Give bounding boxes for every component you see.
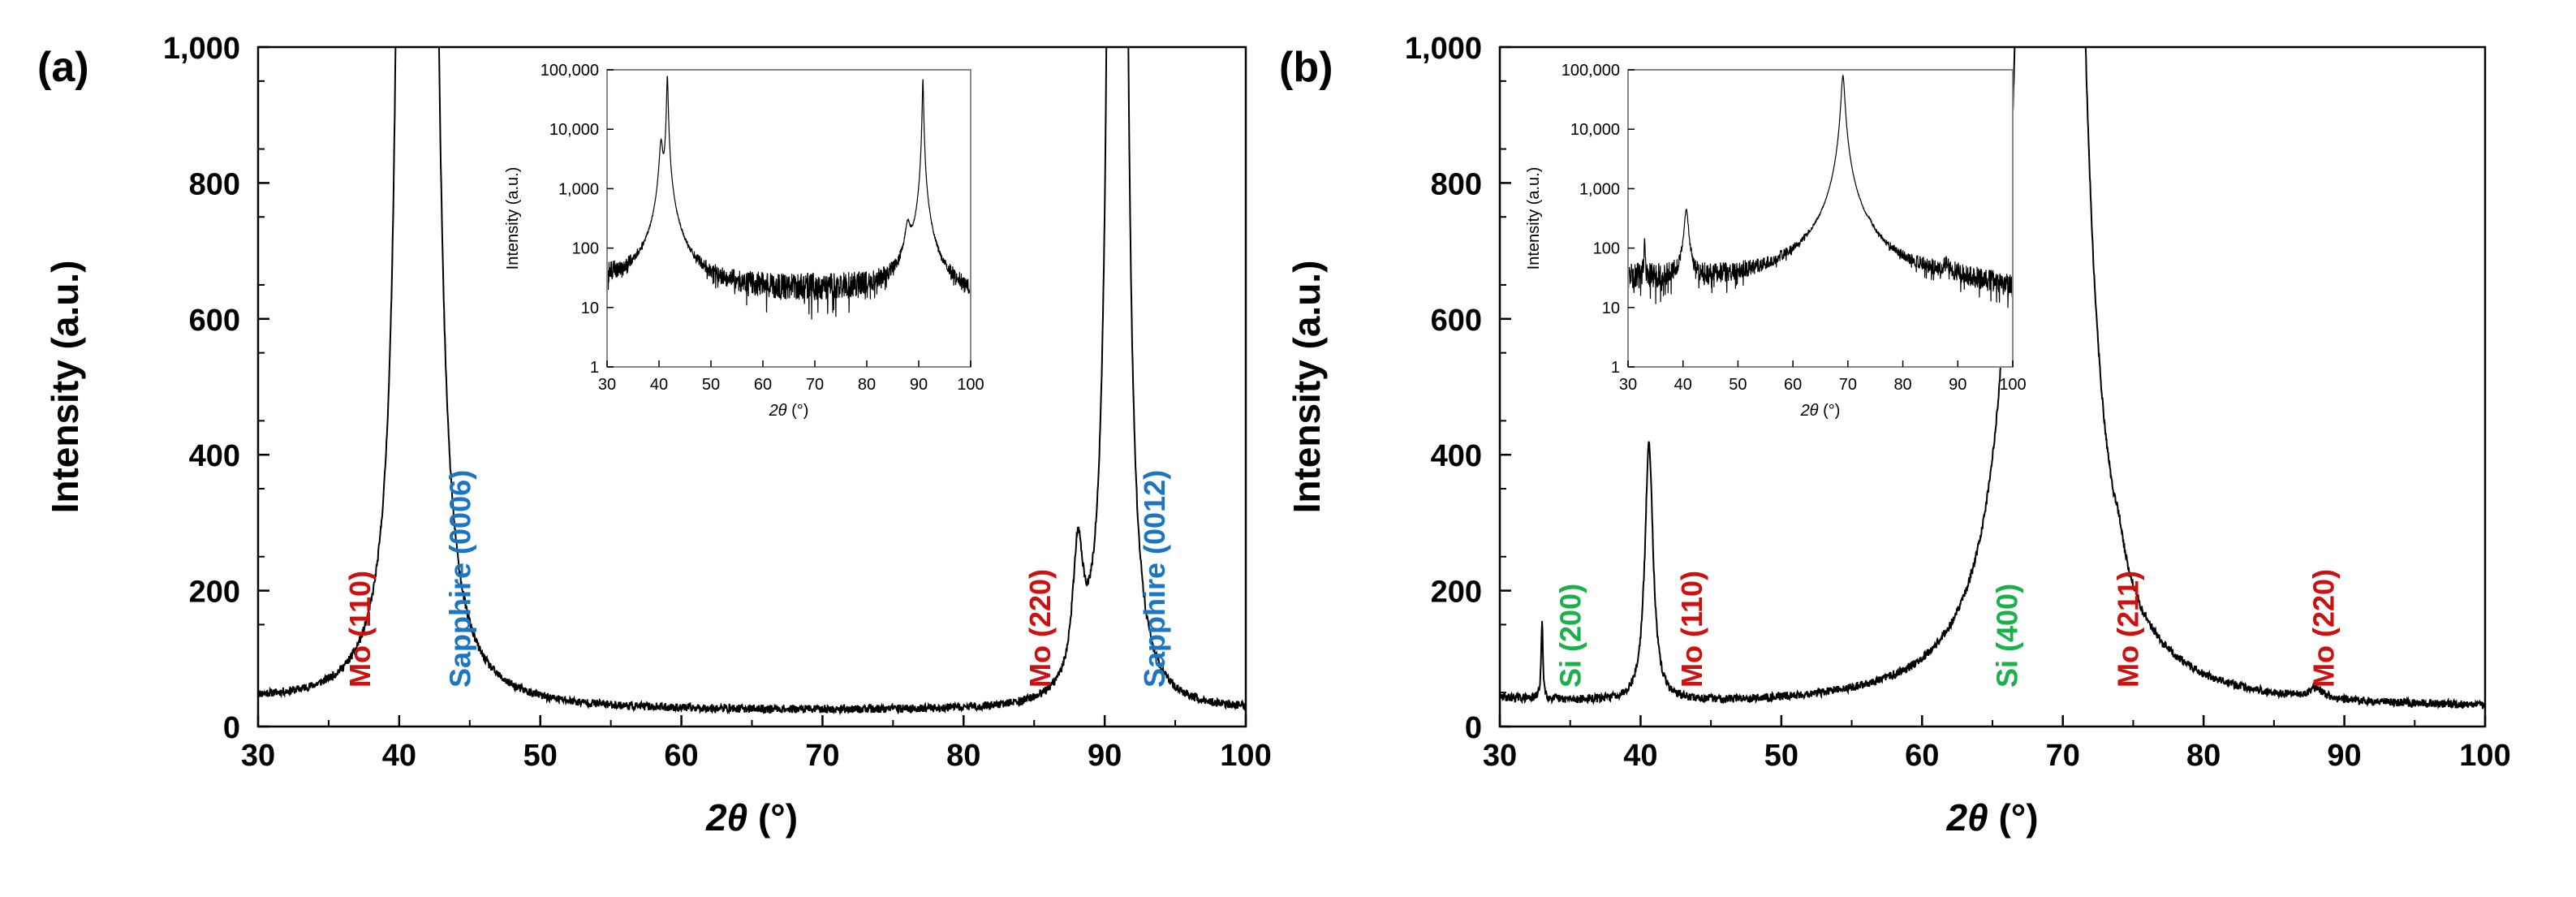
x-tick-label: 100 xyxy=(2459,739,2510,773)
x-axis-label: 2θ (°) xyxy=(1945,796,2038,839)
x-tick-label: 80 xyxy=(946,739,980,773)
inset-y-tick-label: 10,000 xyxy=(549,121,599,139)
inset-y-tick-label: 100,000 xyxy=(541,62,599,80)
peak-annotation: Mo (110) xyxy=(343,571,377,688)
panel-b: (b) 0 200 400 600 800 1,000 30 40 50 60 70 80 90 100 2θ… xyxy=(1279,32,2511,839)
peak-annotation: Mo (211) xyxy=(2111,571,2144,688)
inset-x-tick-label: 100 xyxy=(1999,376,2026,394)
peak-annotation: Sapphire (0006) xyxy=(444,470,477,688)
inset-x-tick-label: 70 xyxy=(1839,376,1857,394)
inset-frame xyxy=(1627,69,2014,368)
inset-background xyxy=(1628,70,2013,367)
y-tick-label: 800 xyxy=(189,167,240,201)
x-tick-label: 30 xyxy=(1483,739,1517,773)
panel-a: (a) 0 200 400 600 800 1,000 30 40 50 60 70 80 90 100 2θ… xyxy=(37,32,1272,839)
y-tick-label: 0 xyxy=(1465,711,1482,745)
data-trace-inset xyxy=(607,75,971,320)
inset-x-tick-label: 60 xyxy=(754,376,772,394)
inset-y-axis-label: Intensity (a.u.) xyxy=(504,167,522,270)
inset-x-axis-label: 2θ (°) xyxy=(769,402,809,420)
inset-background xyxy=(607,70,971,367)
y-tick-label: 400 xyxy=(189,439,240,473)
inset-y-axis-label: Intensity (a.u.) xyxy=(1525,167,1543,270)
inset-x-tick-label: 30 xyxy=(598,376,616,394)
y-tick-label: 400 xyxy=(1431,439,1482,473)
y-tick-label: 0 xyxy=(223,711,240,745)
inset-x-tick-label: 80 xyxy=(858,376,876,394)
peak-annotation: Mo (220) xyxy=(1023,569,1057,688)
x-tick-label: 100 xyxy=(1220,739,1271,773)
inset-x-tick-label: 30 xyxy=(1619,376,1637,394)
x-tick-label: 40 xyxy=(382,739,416,773)
inset-y-tick-label: 100 xyxy=(1593,240,1620,258)
inset-x-tick-label: 40 xyxy=(650,376,668,394)
inset-y-tick-label: 10 xyxy=(581,300,599,317)
x-tick-label: 70 xyxy=(2046,739,2080,773)
y-tick-label: 600 xyxy=(189,304,240,338)
inset-y-tick-label: 100 xyxy=(572,240,599,258)
inset-y-tick-label: 1 xyxy=(590,359,599,377)
inset-y-tick-label: 1,000 xyxy=(558,180,599,198)
inset-y-tick-label: 1 xyxy=(1611,359,1620,377)
panel-letter: (b) xyxy=(1279,44,1333,91)
inset-x-tick-label: 60 xyxy=(1784,376,1802,394)
y-tick-label: 200 xyxy=(1431,576,1482,610)
x-tick-label: 60 xyxy=(664,739,698,773)
x-tick-label: 90 xyxy=(1088,739,1122,773)
inset-y-tick-label: 100,000 xyxy=(1562,62,1620,80)
x-tick-label: 50 xyxy=(523,739,558,773)
x-tick-label: 30 xyxy=(241,739,275,773)
peak-annotation: Si (200) xyxy=(1554,584,1587,688)
inset-x-tick-label: 50 xyxy=(1729,376,1747,394)
data-trace-inset xyxy=(1628,74,2013,308)
y-tick-label: 200 xyxy=(189,576,240,610)
x-tick-label: 40 xyxy=(1623,739,1657,773)
inset-x-tick-label: 80 xyxy=(1893,376,1911,394)
inset-x-tick-label: 90 xyxy=(910,376,928,394)
panel-letter: (a) xyxy=(37,44,89,91)
inset-x-tick-label: 40 xyxy=(1674,376,1692,394)
y-axis-label: Intensity (a.u.) xyxy=(44,261,86,514)
x-tick-label: 70 xyxy=(805,739,839,773)
inset-x-tick-label: 50 xyxy=(702,376,720,394)
inset-chart: 1 10 100 1,000 10,000 100,000 30 40 50 60 70 80 90 10… xyxy=(504,62,984,420)
inset-y-tick-label: 10,000 xyxy=(1570,121,1620,139)
inset-frame xyxy=(606,69,971,368)
peak-annotation: Sapphire (0012) xyxy=(1138,470,1171,688)
x-tick-label: 60 xyxy=(1905,739,1939,773)
inset-x-tick-label: 90 xyxy=(1949,376,1966,394)
peak-annotation: Mo (110) xyxy=(1675,571,1708,688)
x-tick-label: 90 xyxy=(2327,739,2361,773)
peak-annotation: Mo (220) xyxy=(2307,569,2341,688)
inset-y-tick-label: 1,000 xyxy=(1579,180,1620,198)
y-tick-label: 800 xyxy=(1431,167,1482,201)
inset-chart: 1 10 100 1,000 10,000 100,000 30 40 50 60 70 80 90 10… xyxy=(1525,62,2027,420)
y-tick-label: 600 xyxy=(1431,304,1482,338)
inset-y-tick-label: 10 xyxy=(1602,300,1620,317)
inset-x-axis-label: 2θ (°) xyxy=(1800,402,1841,420)
y-axis-label: Intensity (a.u.) xyxy=(1286,261,1328,514)
inset-x-tick-label: 100 xyxy=(957,376,984,394)
x-tick-label: 80 xyxy=(2186,739,2221,773)
data-trace-main xyxy=(1500,47,2485,710)
y-tick-label: 1,000 xyxy=(163,32,240,66)
x-axis-label: 2θ (°) xyxy=(705,796,798,839)
inset-x-tick-label: 70 xyxy=(806,376,824,394)
peak-annotation: Si (400) xyxy=(1990,584,2023,688)
y-tick-label: 1,000 xyxy=(1405,32,1482,66)
data-trace-main xyxy=(258,47,1246,716)
x-tick-label: 50 xyxy=(1764,739,1798,773)
